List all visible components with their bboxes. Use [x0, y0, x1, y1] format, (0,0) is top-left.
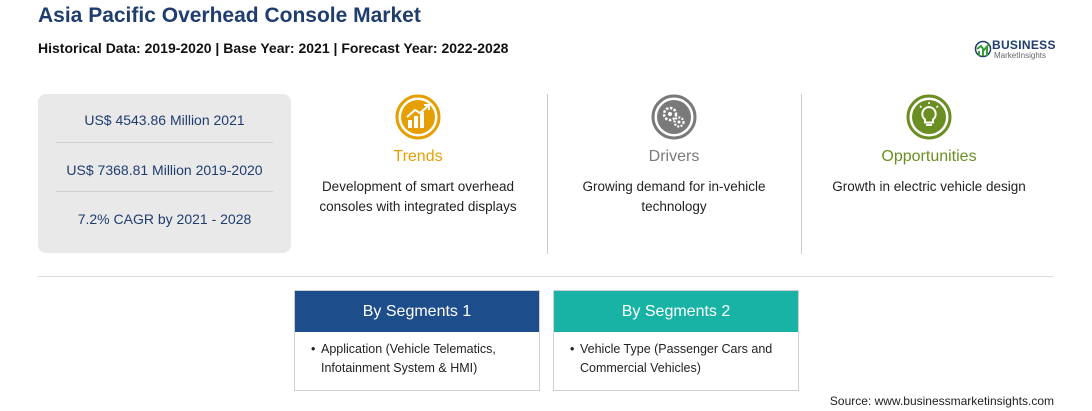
trend-chart-icon [395, 94, 441, 140]
drivers-heading: Drivers [648, 148, 700, 165]
segment-1-card: By Segments 1 • Application (Vehicle Tel… [294, 290, 540, 391]
gears-icon [651, 94, 697, 140]
segment-2-card: By Segments 2 • Vehicle Type (Passenger … [553, 290, 799, 391]
logo: BUSINESS MarketInsights [974, 36, 1064, 64]
stat-divider [56, 191, 273, 192]
trends-column: Trends Development of smart overhead con… [291, 94, 545, 254]
page-title: Asia Pacific Overhead Console Market [38, 4, 421, 27]
drivers-column: Drivers Growing demand for in-vehicle te… [547, 94, 801, 254]
lightbulb-icon [906, 94, 952, 140]
column-divider [547, 94, 548, 254]
globe-logo-icon [974, 40, 992, 58]
bullet-icon: • [311, 342, 316, 356]
stat-cagr: 7.2% CAGR by 2021 - 2028 [77, 211, 252, 227]
segment-1-heading: By Segments 1 [295, 291, 539, 332]
stats-panel: US$ 4543.86 Million 2021 US$ 7368.81 Mil… [38, 94, 291, 253]
opportunities-text: Growth in electric vehicle design [832, 179, 1026, 194]
column-divider [801, 94, 802, 254]
drivers-text: Growing demand for in-vehicle technology [582, 179, 766, 214]
opportunities-column: Opportunities Growth in electric vehicle… [802, 94, 1056, 254]
segment-2-heading: By Segments 2 [554, 291, 798, 332]
bullet-icon: • [570, 342, 575, 356]
source-credit: Source: www.businessmarketinsights.com [829, 394, 1054, 408]
page-subtitle: Historical Data: 2019-2020 | Base Year: … [38, 40, 509, 56]
stat-market-2021: US$ 4543.86 Million 2021 [84, 112, 245, 128]
logo-name: BUSINESS [992, 38, 1056, 52]
stat-market-2019-2020: US$ 7368.81 Million 2019-2020 [66, 162, 263, 178]
opportunities-heading: Opportunities [881, 148, 977, 165]
segment-2-item: Vehicle Type (Passenger Cars and Commerc… [580, 342, 773, 375]
stat-divider [56, 142, 273, 143]
trends-heading: Trends [393, 148, 443, 165]
logo-tagline: MarketInsights [994, 51, 1047, 60]
trends-text: Development of smart overhead consoles w… [319, 179, 517, 214]
section-divider [38, 276, 1054, 277]
segment-1-item: Application (Vehicle Telematics, Infotai… [321, 342, 496, 375]
